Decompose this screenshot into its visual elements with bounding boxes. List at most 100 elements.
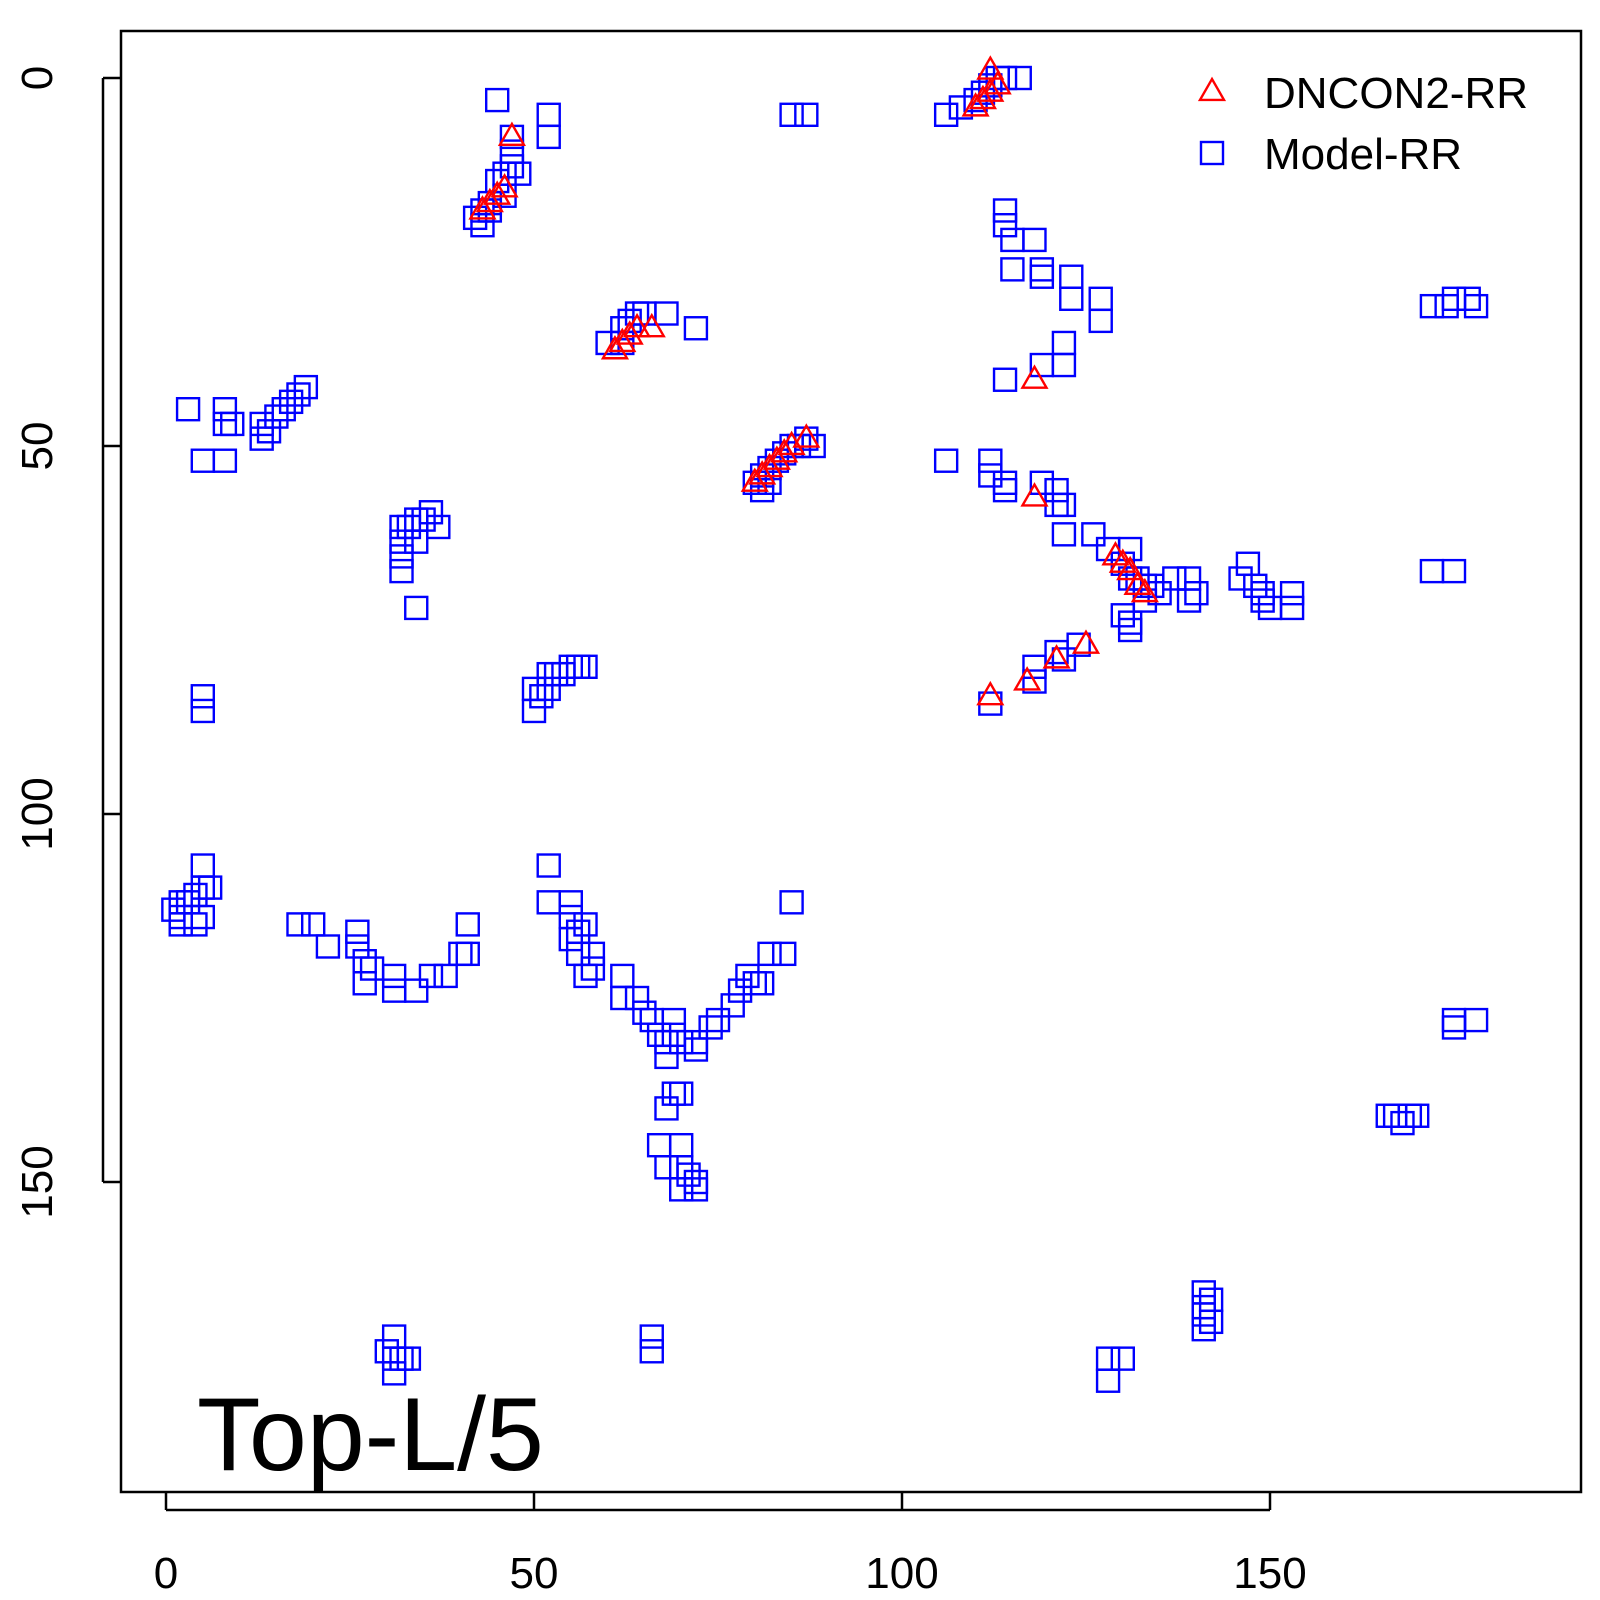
point-model-rr	[654, 1096, 679, 1121]
point-dncon2-rr	[468, 195, 497, 220]
point-model-rr	[1279, 595, 1305, 621]
point-model-rr	[1059, 286, 1084, 311]
legend-marker-model-rr	[1199, 140, 1225, 166]
point-model-rr	[1044, 477, 1069, 503]
point-dncon2-rr	[483, 180, 512, 205]
point-model-rr	[1243, 573, 1268, 599]
point-model-rr	[175, 397, 201, 422]
point-dncon2-rr	[1042, 644, 1071, 669]
point-model-rr	[389, 544, 414, 569]
legend-triangle-icon	[1197, 76, 1227, 102]
point-model-rr	[404, 978, 429, 1003]
point-model-rr	[1051, 492, 1077, 518]
point-model-rr	[212, 448, 238, 473]
x-tick-label: 100	[865, 1549, 938, 1598]
point-model-rr	[389, 558, 414, 584]
x-tick-label: 150	[1233, 1549, 1306, 1598]
point-dncon2-rr	[755, 452, 784, 478]
point-dncon2-rr	[1071, 629, 1101, 654]
point-model-rr	[499, 154, 525, 179]
point-model-rr	[470, 212, 495, 238]
point-model-rr	[558, 890, 583, 915]
point-model-rr	[698, 1015, 723, 1040]
point-model-rr	[249, 411, 274, 437]
point-model-rr	[418, 963, 444, 989]
point-model-rr	[1051, 522, 1077, 547]
point-model-rr	[396, 1346, 422, 1371]
point-model-rr	[683, 316, 709, 341]
point-model-rr	[1184, 581, 1209, 606]
point-model-rr	[1095, 1368, 1121, 1393]
point-model-rr	[1441, 558, 1467, 584]
point-model-rr	[992, 198, 1018, 223]
y-tick-label: 50	[13, 422, 62, 471]
point-model-rr	[573, 963, 598, 989]
y-axis: 0 50 100 150	[13, 66, 121, 1219]
point-model-rr	[573, 654, 598, 679]
point-model-rr	[1051, 647, 1077, 672]
point-model-rr	[661, 1007, 687, 1033]
point-model-rr	[779, 102, 804, 128]
x-tick-label: 50	[510, 1549, 559, 1598]
annotation-top-l5: Top-L/5	[197, 1377, 544, 1493]
point-model-rr	[536, 676, 561, 702]
y-tick-label: 150	[13, 1145, 62, 1218]
point-model-rr	[293, 374, 319, 400]
point-model-rr	[1463, 293, 1489, 319]
point-model-rr	[669, 1081, 694, 1106]
point-dncon2-rr	[608, 327, 637, 353]
point-model-rr	[669, 1177, 694, 1202]
point-dncon2-rr	[1020, 482, 1049, 507]
point-dncon2-rr	[1013, 666, 1042, 691]
point-model-rr	[749, 971, 775, 996]
point-model-rr	[264, 404, 289, 429]
point-model-rr	[286, 912, 311, 937]
point-model-rr	[404, 595, 429, 621]
points-layer	[161, 55, 1489, 1393]
point-model-rr	[978, 73, 1003, 98]
point-model-rr	[683, 1177, 709, 1202]
point-model-rr	[1198, 1309, 1224, 1335]
point-model-rr	[396, 514, 422, 540]
x-tick-label: 0	[154, 1549, 178, 1598]
point-model-rr	[536, 124, 561, 150]
point-model-rr	[190, 904, 216, 930]
point-model-rr	[1456, 286, 1481, 311]
point-model-rr	[529, 684, 554, 709]
point-dncon2-rr	[968, 84, 998, 110]
point-model-rr	[455, 941, 480, 967]
point-model-rr	[485, 87, 510, 113]
point-model-rr	[1029, 470, 1055, 495]
point-model-rr	[1162, 566, 1187, 591]
y-tick-label: 0	[13, 66, 62, 90]
legend-square-icon	[1199, 140, 1225, 166]
point-model-rr	[426, 514, 451, 540]
point-model-rr	[639, 1339, 664, 1364]
point-model-rr	[212, 397, 238, 422]
point-model-rr	[249, 426, 274, 451]
point-model-rr	[580, 956, 606, 981]
point-model-rr	[1022, 669, 1047, 694]
point-model-rr	[683, 1037, 709, 1062]
point-model-rr	[705, 1007, 731, 1033]
point-model-rr	[1022, 227, 1047, 253]
point-model-rr	[676, 1162, 701, 1187]
point-model-rr	[1176, 588, 1202, 613]
point-model-rr	[1279, 581, 1305, 606]
point-dncon2-rr	[976, 77, 1005, 102]
point-model-rr	[278, 389, 304, 415]
point-model-rr	[286, 382, 311, 407]
point-model-rr	[978, 448, 1003, 473]
point-model-rr	[183, 912, 208, 937]
point-model-rr	[735, 963, 760, 989]
point-model-rr	[1441, 1015, 1467, 1040]
point-model-rr	[256, 419, 282, 444]
point-dncon2-rr	[615, 320, 644, 345]
point-model-rr	[418, 500, 444, 525]
point-dncon2-rr	[497, 121, 526, 147]
point-dncon2-rr	[983, 70, 1012, 95]
point-model-rr	[1088, 308, 1113, 334]
point-model-rr	[1044, 639, 1069, 665]
point-model-rr	[220, 411, 245, 437]
point-model-rr	[978, 463, 1003, 488]
